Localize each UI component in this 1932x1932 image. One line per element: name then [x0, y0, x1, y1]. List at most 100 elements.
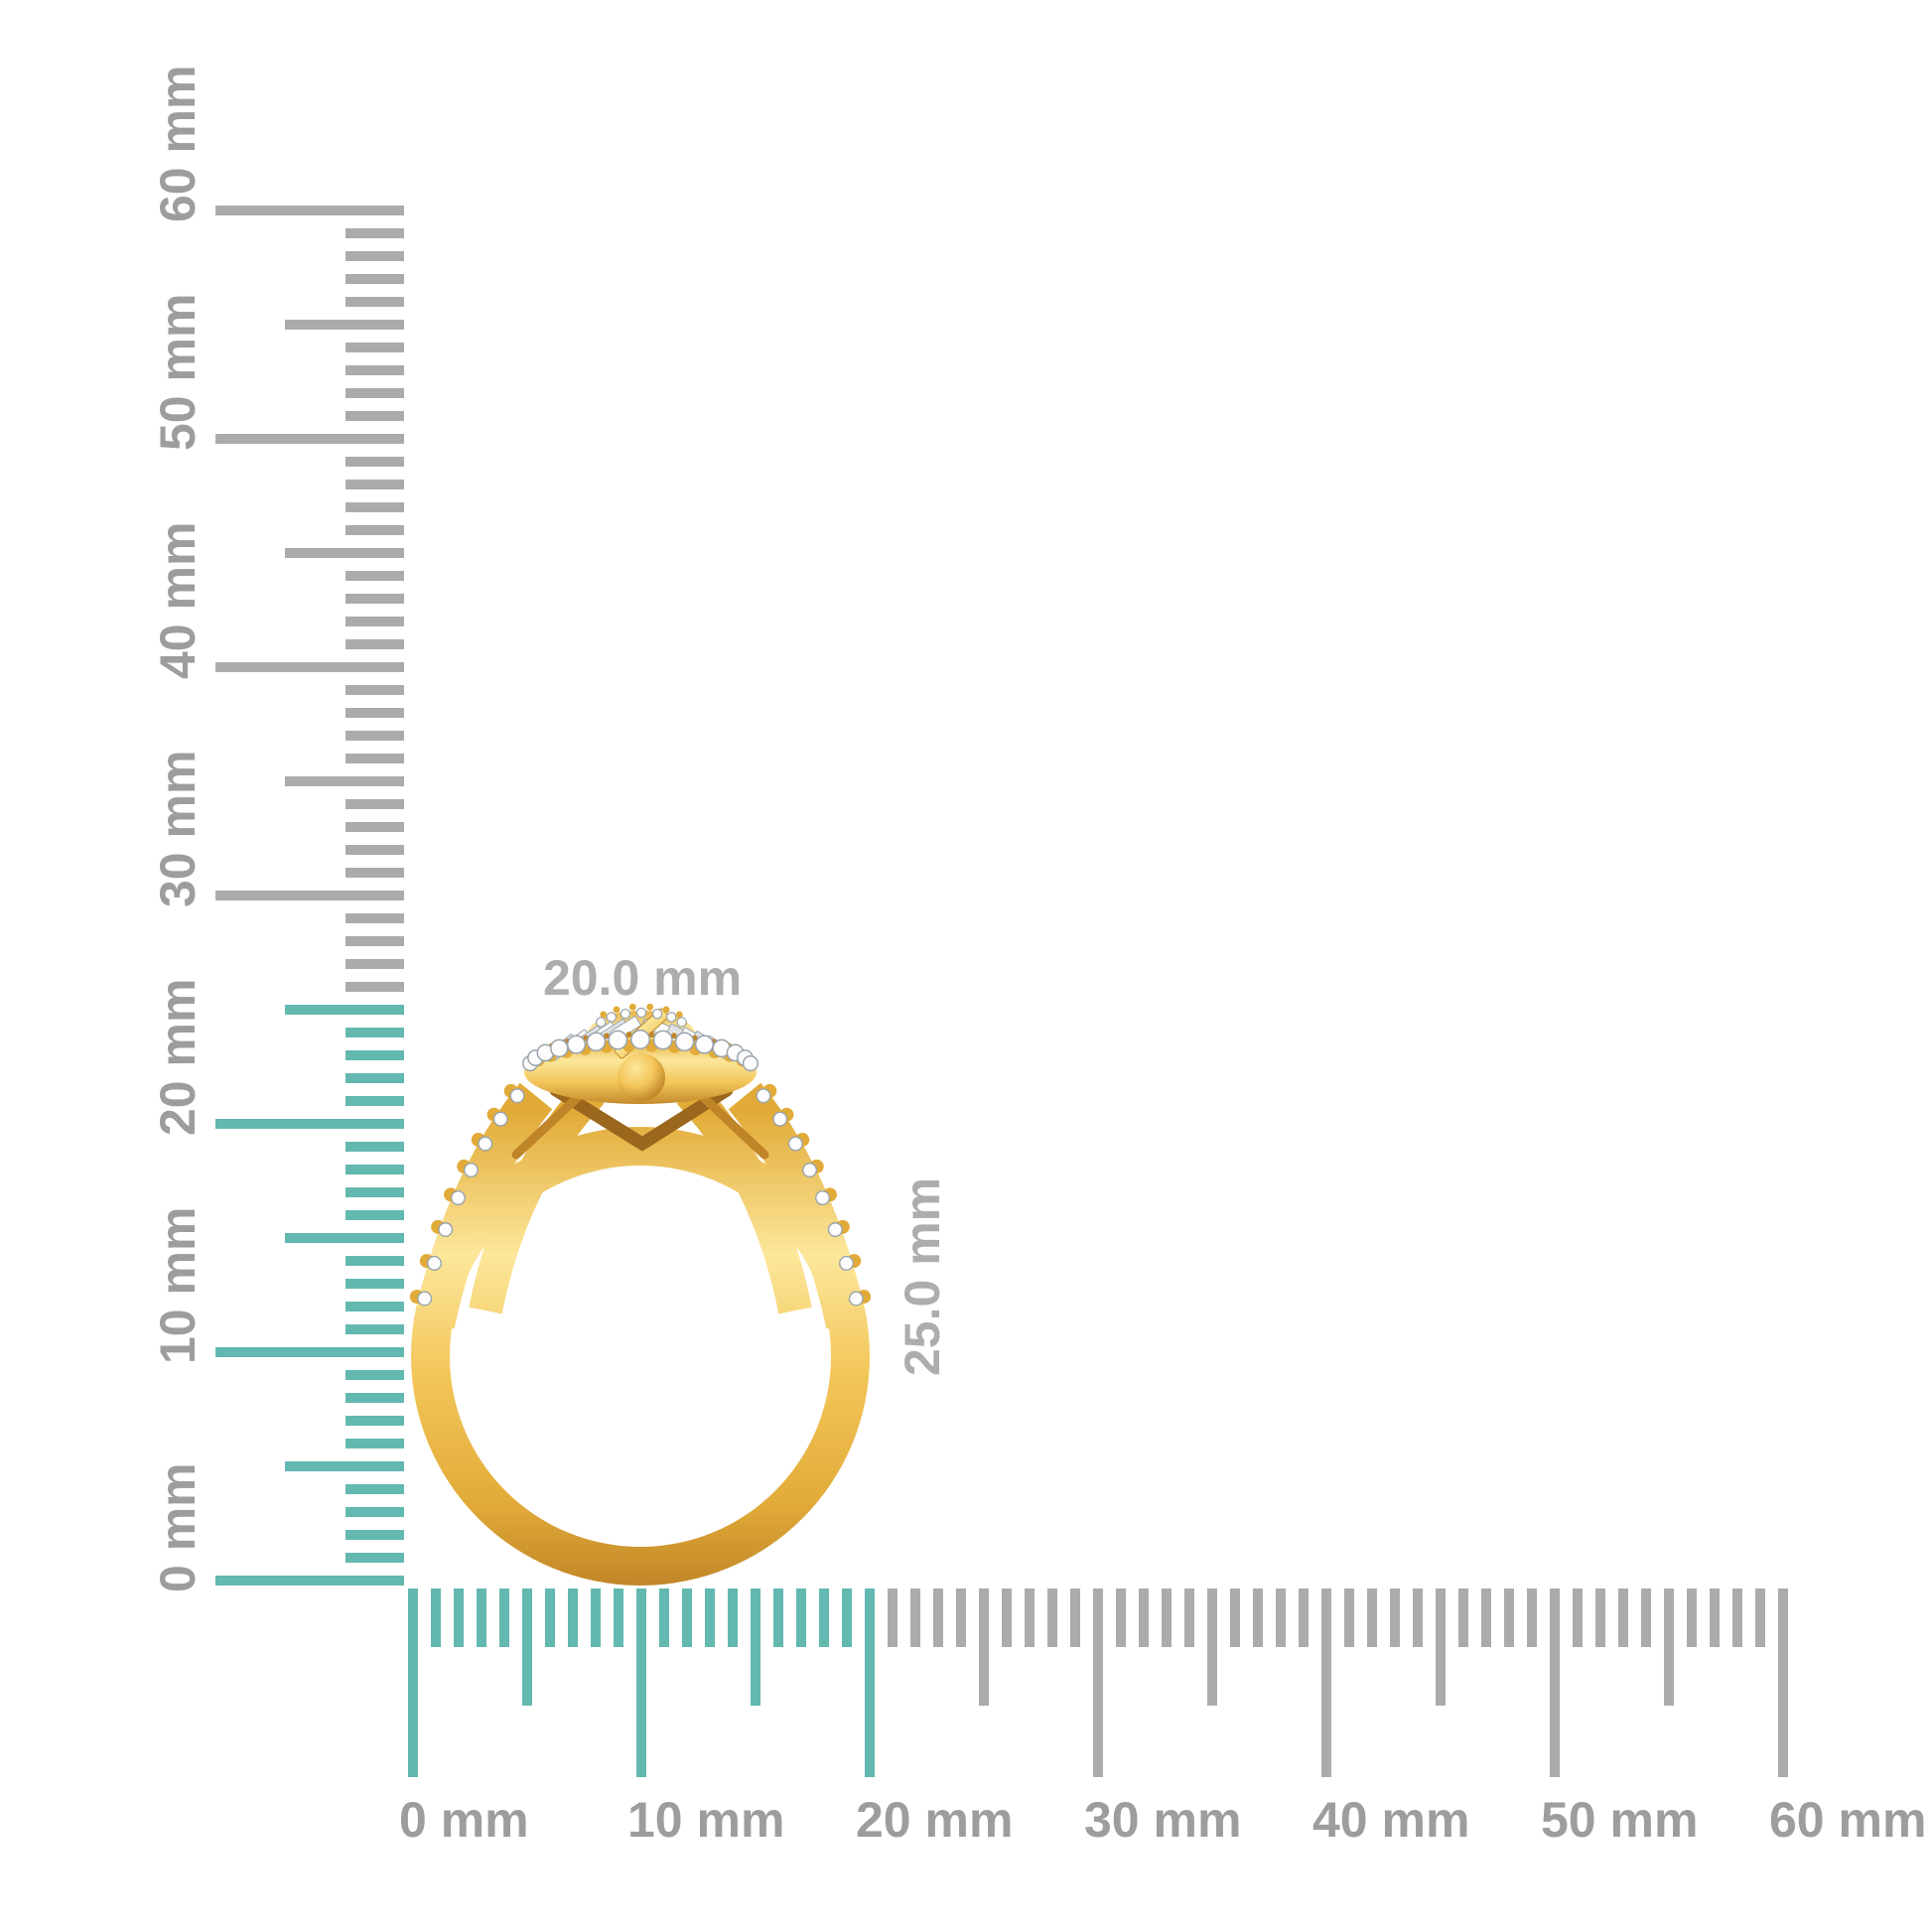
- hruler-tick-28mm: [1047, 1588, 1057, 1647]
- halo-diamond: [608, 1030, 628, 1050]
- pave-diamond-right: [848, 1291, 864, 1307]
- vruler-tick-56mm: [345, 297, 404, 307]
- hruler-tick-54mm: [1641, 1588, 1651, 1647]
- hruler-tick-41mm: [1344, 1588, 1354, 1647]
- vruler-tick-31mm: [345, 868, 404, 878]
- halo-diamond: [550, 1038, 569, 1058]
- hruler-tick-11mm: [659, 1588, 669, 1647]
- vruler-tick-4mm: [345, 1484, 404, 1494]
- hruler-label-30mm: 30 mm: [1084, 1792, 1241, 1848]
- hruler-label-40mm: 40 mm: [1312, 1792, 1469, 1848]
- horizontal-ruler-ticks: [408, 1588, 1788, 1777]
- vruler-tick-29mm: [345, 913, 404, 923]
- vruler-tick-43mm: [345, 594, 404, 604]
- pave-diamond-right: [802, 1163, 818, 1178]
- hruler-tick-22mm: [910, 1588, 920, 1647]
- hruler-tick-17mm: [796, 1588, 806, 1647]
- vruler-tick-11mm: [345, 1324, 404, 1334]
- disc-prong-post: [600, 1011, 608, 1019]
- vruler-tick-57mm: [345, 274, 404, 284]
- hruler-tick-57mm: [1710, 1588, 1720, 1647]
- vruler-tick-48mm: [345, 480, 404, 489]
- vruler-tick-23mm: [345, 1050, 404, 1060]
- pave-diamond-left: [426, 1255, 442, 1271]
- hruler-tick-26mm: [1002, 1588, 1012, 1647]
- hruler-tick-45mm: [1436, 1588, 1446, 1706]
- vruler-tick-1mm: [345, 1553, 404, 1563]
- halo-prong-dot: [670, 1033, 677, 1039]
- hruler-label-50mm: 50 mm: [1541, 1792, 1698, 1848]
- vruler-label-60mm: 60 mm: [150, 66, 206, 222]
- ring-gallery-edge-right: [696, 1090, 769, 1160]
- disc-diamond: [666, 1012, 677, 1023]
- hruler-tick-16mm: [773, 1588, 783, 1647]
- disc-prong-post: [628, 1003, 636, 1011]
- hruler-tick-39mm: [1299, 1588, 1309, 1647]
- vruler-label-40mm: 40 mm: [150, 522, 206, 679]
- vruler-tick-25mm: [285, 1005, 404, 1015]
- pave-diamond-right: [772, 1111, 788, 1127]
- ring-pave-arm-left: [413, 1082, 553, 1329]
- hruler-tick-24mm: [956, 1588, 966, 1647]
- disc-prong-post: [646, 1003, 654, 1011]
- vruler-tick-22mm: [345, 1073, 404, 1083]
- vruler-tick-7mm: [345, 1416, 404, 1426]
- ring-illustration: [409, 1003, 872, 1586]
- hruler-tick-46mm: [1458, 1588, 1468, 1647]
- vruler-tick-53mm: [345, 365, 404, 375]
- vruler-tick-13mm: [345, 1279, 404, 1289]
- vruler-tick-52mm: [345, 388, 404, 398]
- vruler-label-30mm: 30 mm: [150, 751, 206, 907]
- hruler-tick-31mm: [1116, 1588, 1126, 1647]
- disc-diamond: [676, 1017, 687, 1028]
- pave-diamond-right: [756, 1088, 771, 1104]
- ring-diamond-details: [409, 1003, 872, 1307]
- vruler-tick-0mm: [215, 1576, 404, 1586]
- width-dimension-label: 20.0 mm: [543, 950, 742, 1006]
- vruler-tick-50mm: [215, 434, 404, 444]
- vruler-tick-16mm: [345, 1210, 404, 1220]
- hruler-tick-47mm: [1481, 1588, 1491, 1647]
- ring-shank-plain-right: [676, 1080, 812, 1314]
- vruler-tick-39mm: [345, 685, 404, 695]
- hruler-tick-14mm: [728, 1588, 738, 1647]
- hruler-tick-53mm: [1618, 1588, 1628, 1647]
- halo-diamond: [566, 1035, 587, 1054]
- hruler-tick-12mm: [682, 1588, 692, 1647]
- vruler-tick-20mm: [215, 1119, 404, 1129]
- pave-diamond-left: [417, 1291, 433, 1307]
- vruler-tick-18mm: [345, 1165, 404, 1174]
- vruler-tick-14mm: [345, 1256, 404, 1266]
- hruler-tick-4mm: [499, 1588, 509, 1647]
- pave-diamond-left: [450, 1190, 466, 1206]
- vruler-tick-8mm: [345, 1393, 404, 1403]
- pave-diamond-left: [478, 1136, 493, 1152]
- hruler-tick-51mm: [1573, 1588, 1583, 1647]
- hruler-tick-30mm: [1093, 1588, 1103, 1777]
- halo-diamond: [694, 1035, 715, 1054]
- vertical-ruler-ticks: [215, 206, 404, 1586]
- hruler-label-60mm: 60 mm: [1769, 1792, 1926, 1848]
- vruler-tick-55mm: [285, 320, 404, 330]
- vruler-tick-38mm: [345, 708, 404, 718]
- vruler-tick-35mm: [285, 776, 404, 786]
- vruler-tick-40mm: [215, 662, 404, 672]
- hruler-tick-60mm: [1778, 1588, 1788, 1777]
- vruler-tick-24mm: [345, 1028, 404, 1037]
- hruler-tick-48mm: [1504, 1588, 1514, 1647]
- pave-diamond-right: [839, 1255, 855, 1271]
- hruler-tick-58mm: [1732, 1588, 1742, 1647]
- hruler-label-0mm: 0 mm: [399, 1792, 529, 1848]
- disc-prong-post: [613, 1006, 621, 1014]
- hruler-tick-56mm: [1687, 1588, 1697, 1647]
- vruler-tick-12mm: [345, 1302, 404, 1311]
- hruler-tick-34mm: [1184, 1588, 1194, 1647]
- vruler-tick-44mm: [345, 571, 404, 581]
- vruler-tick-6mm: [345, 1439, 404, 1449]
- ring-band-hole: [450, 1166, 831, 1547]
- vruler-tick-58mm: [345, 251, 404, 261]
- hruler-tick-50mm: [1550, 1588, 1560, 1777]
- hruler-tick-6mm: [545, 1588, 555, 1647]
- pave-diamond-left: [438, 1222, 454, 1238]
